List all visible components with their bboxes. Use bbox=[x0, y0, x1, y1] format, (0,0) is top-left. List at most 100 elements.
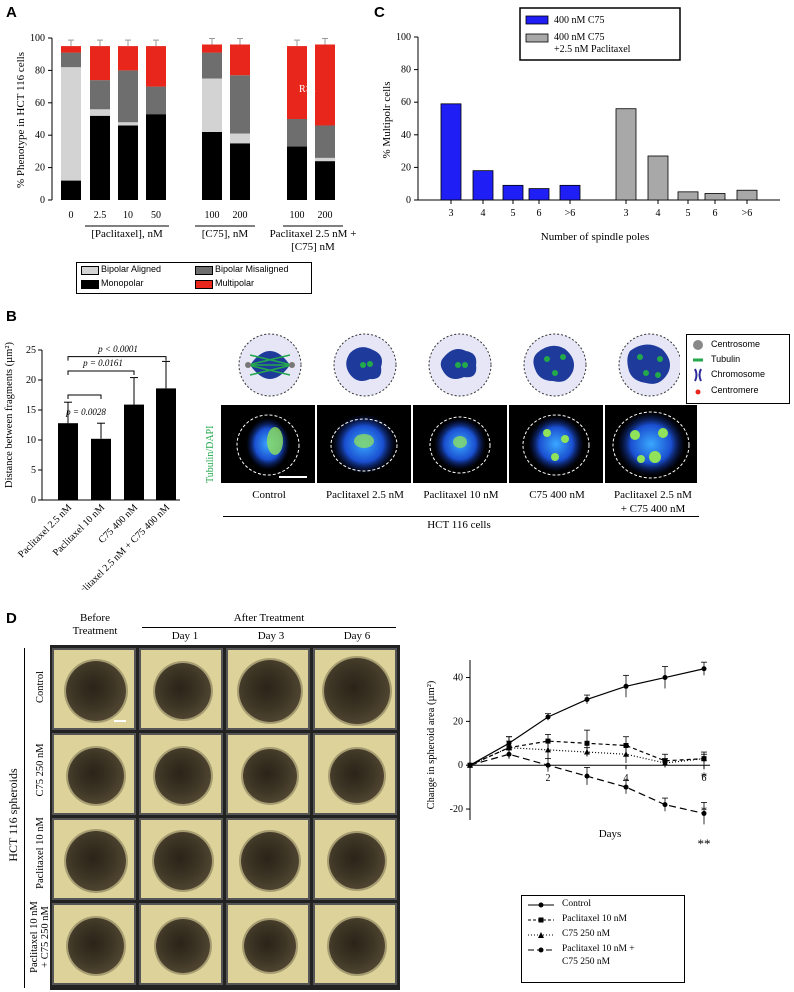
legend-multipolar: Multipolar bbox=[215, 278, 255, 288]
a-bar-segment bbox=[287, 119, 307, 147]
caption-combo: Paclitaxel 2.5 nM bbox=[614, 489, 692, 501]
b-bar bbox=[124, 404, 144, 500]
d-point bbox=[701, 810, 707, 816]
d-point bbox=[545, 746, 551, 753]
row-control: Control bbox=[35, 671, 46, 703]
d-point bbox=[584, 749, 590, 755]
c-xtick-label: 5 bbox=[511, 208, 516, 219]
a-bar-segment bbox=[61, 52, 81, 68]
c-ytick-label: 20 bbox=[401, 162, 411, 173]
legend-line-c75 bbox=[528, 932, 554, 938]
spheroid bbox=[68, 918, 124, 974]
panel-c-chart: 0 20 40 60 80 100 3 4 5 6 >6 3 4 5 6 >6 % Multipolr cel… bbox=[381, 7, 780, 243]
d-point bbox=[662, 760, 668, 766]
d-ytick-label: 0 bbox=[458, 760, 463, 771]
panel-a-chart: 0 20 40 60 80 100 0 2.5 10 50 100 200 100 200 % Pheno… bbox=[15, 33, 356, 253]
c-ytick-label: 100 bbox=[396, 32, 411, 43]
caption-control: Control bbox=[252, 489, 286, 501]
legend-c75: C75 250 nM bbox=[562, 929, 611, 939]
legend-bipolar-misaligned: Bipolar Misaligned bbox=[215, 264, 289, 274]
d-point bbox=[584, 740, 590, 746]
legend-chromosome: Chromosome bbox=[711, 369, 766, 379]
caption-paclitaxel-10: Paclitaxel 10 nM bbox=[423, 489, 499, 501]
panel-b-pval-3: p < 0.0001 bbox=[97, 344, 138, 354]
star-2: * bbox=[701, 803, 708, 818]
c-ytick-label: 0 bbox=[406, 195, 411, 206]
a-bar-segment bbox=[287, 146, 307, 200]
panel-b-legend: Centrosome Tubulin Chromosome Centromere bbox=[686, 334, 790, 404]
c-xtick-label: 5 bbox=[686, 208, 691, 219]
row-combo-2: + C75 250 nM bbox=[40, 906, 50, 968]
star-1: * bbox=[701, 769, 708, 784]
d-point bbox=[701, 755, 707, 762]
c-ytick-label: 40 bbox=[401, 130, 411, 141]
c-xtick-label: 4 bbox=[656, 208, 661, 219]
legend-combo-2: C75 250 nM bbox=[562, 957, 611, 967]
a-bar-segment bbox=[90, 46, 110, 81]
c-bar bbox=[528, 188, 550, 201]
b-bar bbox=[58, 423, 78, 500]
d-point bbox=[506, 744, 512, 751]
a-bar-segment bbox=[146, 86, 166, 115]
a-bar-segment bbox=[230, 133, 250, 144]
legend-control: Control bbox=[562, 899, 592, 909]
d-point bbox=[623, 683, 629, 689]
legend-centromere: Centromere bbox=[711, 385, 759, 395]
cell-cartoons bbox=[238, 333, 680, 397]
d-point bbox=[623, 784, 629, 790]
a-bar-segment bbox=[90, 115, 110, 200]
d-point bbox=[623, 751, 629, 757]
legend-c75-paclitaxel: 400 nM C75 bbox=[554, 32, 605, 43]
panel-c-label: C bbox=[374, 4, 385, 21]
col-before-1: Before bbox=[80, 612, 110, 624]
a-bar-segment bbox=[230, 75, 250, 134]
col-after: After Treatment bbox=[233, 612, 305, 624]
b-bar bbox=[156, 388, 176, 500]
b-ytick-label: 25 bbox=[26, 345, 36, 356]
spheroid bbox=[243, 749, 297, 803]
d-ytick-label: 40 bbox=[453, 673, 463, 684]
cells-caption: HCT 116 cells bbox=[427, 519, 491, 531]
spheroid-image bbox=[313, 903, 397, 985]
c-ytick-label: 80 bbox=[401, 65, 411, 76]
spheroid-image bbox=[313, 648, 397, 730]
a-ytick-label: 0 bbox=[40, 195, 45, 206]
panel-a-group2-label: [C75], nM bbox=[202, 228, 249, 240]
c-xtick-label: 6 bbox=[537, 208, 542, 219]
a-bar-segment bbox=[230, 44, 250, 76]
legend-monopolar: Monopolar bbox=[101, 278, 144, 288]
panel-d-label: D bbox=[6, 610, 17, 627]
centromere-icon bbox=[695, 389, 701, 395]
c-bar bbox=[647, 155, 669, 201]
c-xtick-label: 3 bbox=[449, 208, 454, 219]
a-bar-segment bbox=[146, 46, 166, 87]
cartoon-paclitaxel-10 bbox=[428, 333, 492, 397]
cartoon-paclitaxel-2-5 bbox=[333, 333, 397, 397]
row-paclitaxel: Paclitaxel 10 nM bbox=[35, 816, 46, 888]
b-sig-bracket bbox=[67, 394, 102, 399]
legend-line-combo bbox=[528, 947, 554, 953]
row-c75: C75 250 nM bbox=[35, 743, 46, 797]
c-bar bbox=[615, 108, 637, 201]
a-xtick-label: 50 bbox=[151, 210, 161, 221]
a-bar-segment bbox=[61, 180, 81, 200]
col-day6: Day 6 bbox=[343, 630, 371, 642]
legend-centrosome: Centrosome bbox=[711, 339, 761, 349]
panel-d-ylabel: Change in spheroid area (µm²) bbox=[426, 680, 437, 809]
a-bar-segment bbox=[61, 46, 81, 53]
a-bar-segment bbox=[202, 131, 222, 200]
c-xtick-label: 6 bbox=[713, 208, 718, 219]
d-ytick-label: 20 bbox=[453, 716, 463, 727]
a-bar-segment bbox=[118, 46, 138, 71]
a-bar-segment bbox=[315, 44, 335, 126]
b-ytick-label: 10 bbox=[26, 435, 36, 446]
spheroid-image bbox=[226, 903, 310, 985]
col-day3: Day 3 bbox=[257, 630, 285, 642]
legend-swatch-multipolar bbox=[195, 280, 213, 289]
spheroid bbox=[329, 918, 385, 974]
panel-c-xlabel: Number of spindle poles bbox=[541, 231, 649, 243]
panel-a-ylabel: % Phenotype in HCT 116 cells bbox=[15, 52, 27, 188]
panel-d-legend: Control Paclitaxel 10 nM C75 250 nM Pacl… bbox=[521, 895, 685, 983]
panel-b-pval-2: p = 0.0161 bbox=[82, 358, 123, 368]
a-bar-segment bbox=[202, 52, 222, 79]
